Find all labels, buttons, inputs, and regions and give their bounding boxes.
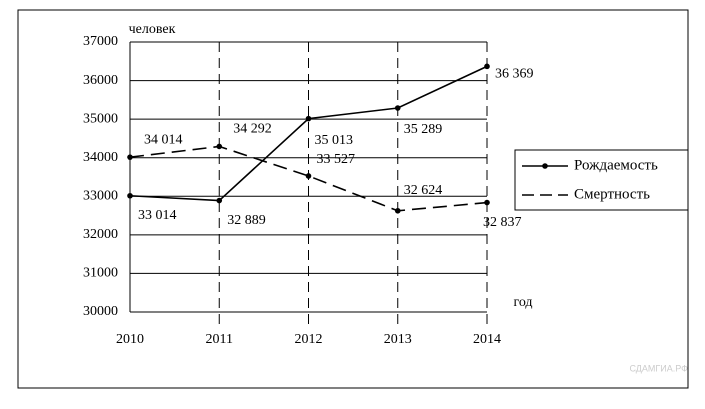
point xyxy=(394,105,401,111)
x-tick-label: 2013 xyxy=(384,332,412,347)
point xyxy=(216,197,223,204)
x-tick-label: 2012 xyxy=(295,332,323,347)
x-tick-label: 2014 xyxy=(473,332,501,347)
point xyxy=(394,207,401,214)
y-tick-label: 33000 xyxy=(83,189,118,204)
value-label: 32 837 xyxy=(483,215,522,230)
point xyxy=(127,192,133,199)
x-axis-label: год xyxy=(513,295,532,310)
legend-label: Смертность xyxy=(574,186,650,202)
y-tick-label: 32000 xyxy=(83,227,118,242)
point xyxy=(305,115,312,122)
x-tick-label: 2010 xyxy=(116,332,144,347)
watermark: СДАМГИА.РФ xyxy=(630,363,689,373)
value-label: 32 624 xyxy=(404,183,443,198)
value-label: 34 014 xyxy=(144,132,183,147)
point xyxy=(305,173,312,179)
x-tick-label: 2011 xyxy=(206,332,233,347)
point xyxy=(127,154,133,160)
value-label: 35 289 xyxy=(404,122,443,137)
value-label: 32 889 xyxy=(227,213,266,228)
value-label: 36 369 xyxy=(495,67,534,82)
y-tick-label: 35000 xyxy=(83,111,118,126)
point xyxy=(484,199,490,206)
y-tick-label: 34000 xyxy=(83,150,118,165)
legend-label: Рождаемость xyxy=(574,157,658,173)
value-label: 33 527 xyxy=(317,152,356,167)
legend-box xyxy=(514,149,689,211)
point xyxy=(216,143,223,150)
legend-marker xyxy=(542,163,548,169)
point xyxy=(484,63,490,70)
value-label: 33 014 xyxy=(138,208,177,223)
y-tick-label: 37000 xyxy=(83,34,118,49)
y-tick-label: 36000 xyxy=(83,73,118,88)
value-label: 35 013 xyxy=(315,133,354,148)
value-label: 34 292 xyxy=(233,122,272,137)
y-axis-label: человек xyxy=(129,22,176,37)
y-tick-label: 31000 xyxy=(83,266,118,281)
y-tick-label: 30000 xyxy=(83,304,118,319)
